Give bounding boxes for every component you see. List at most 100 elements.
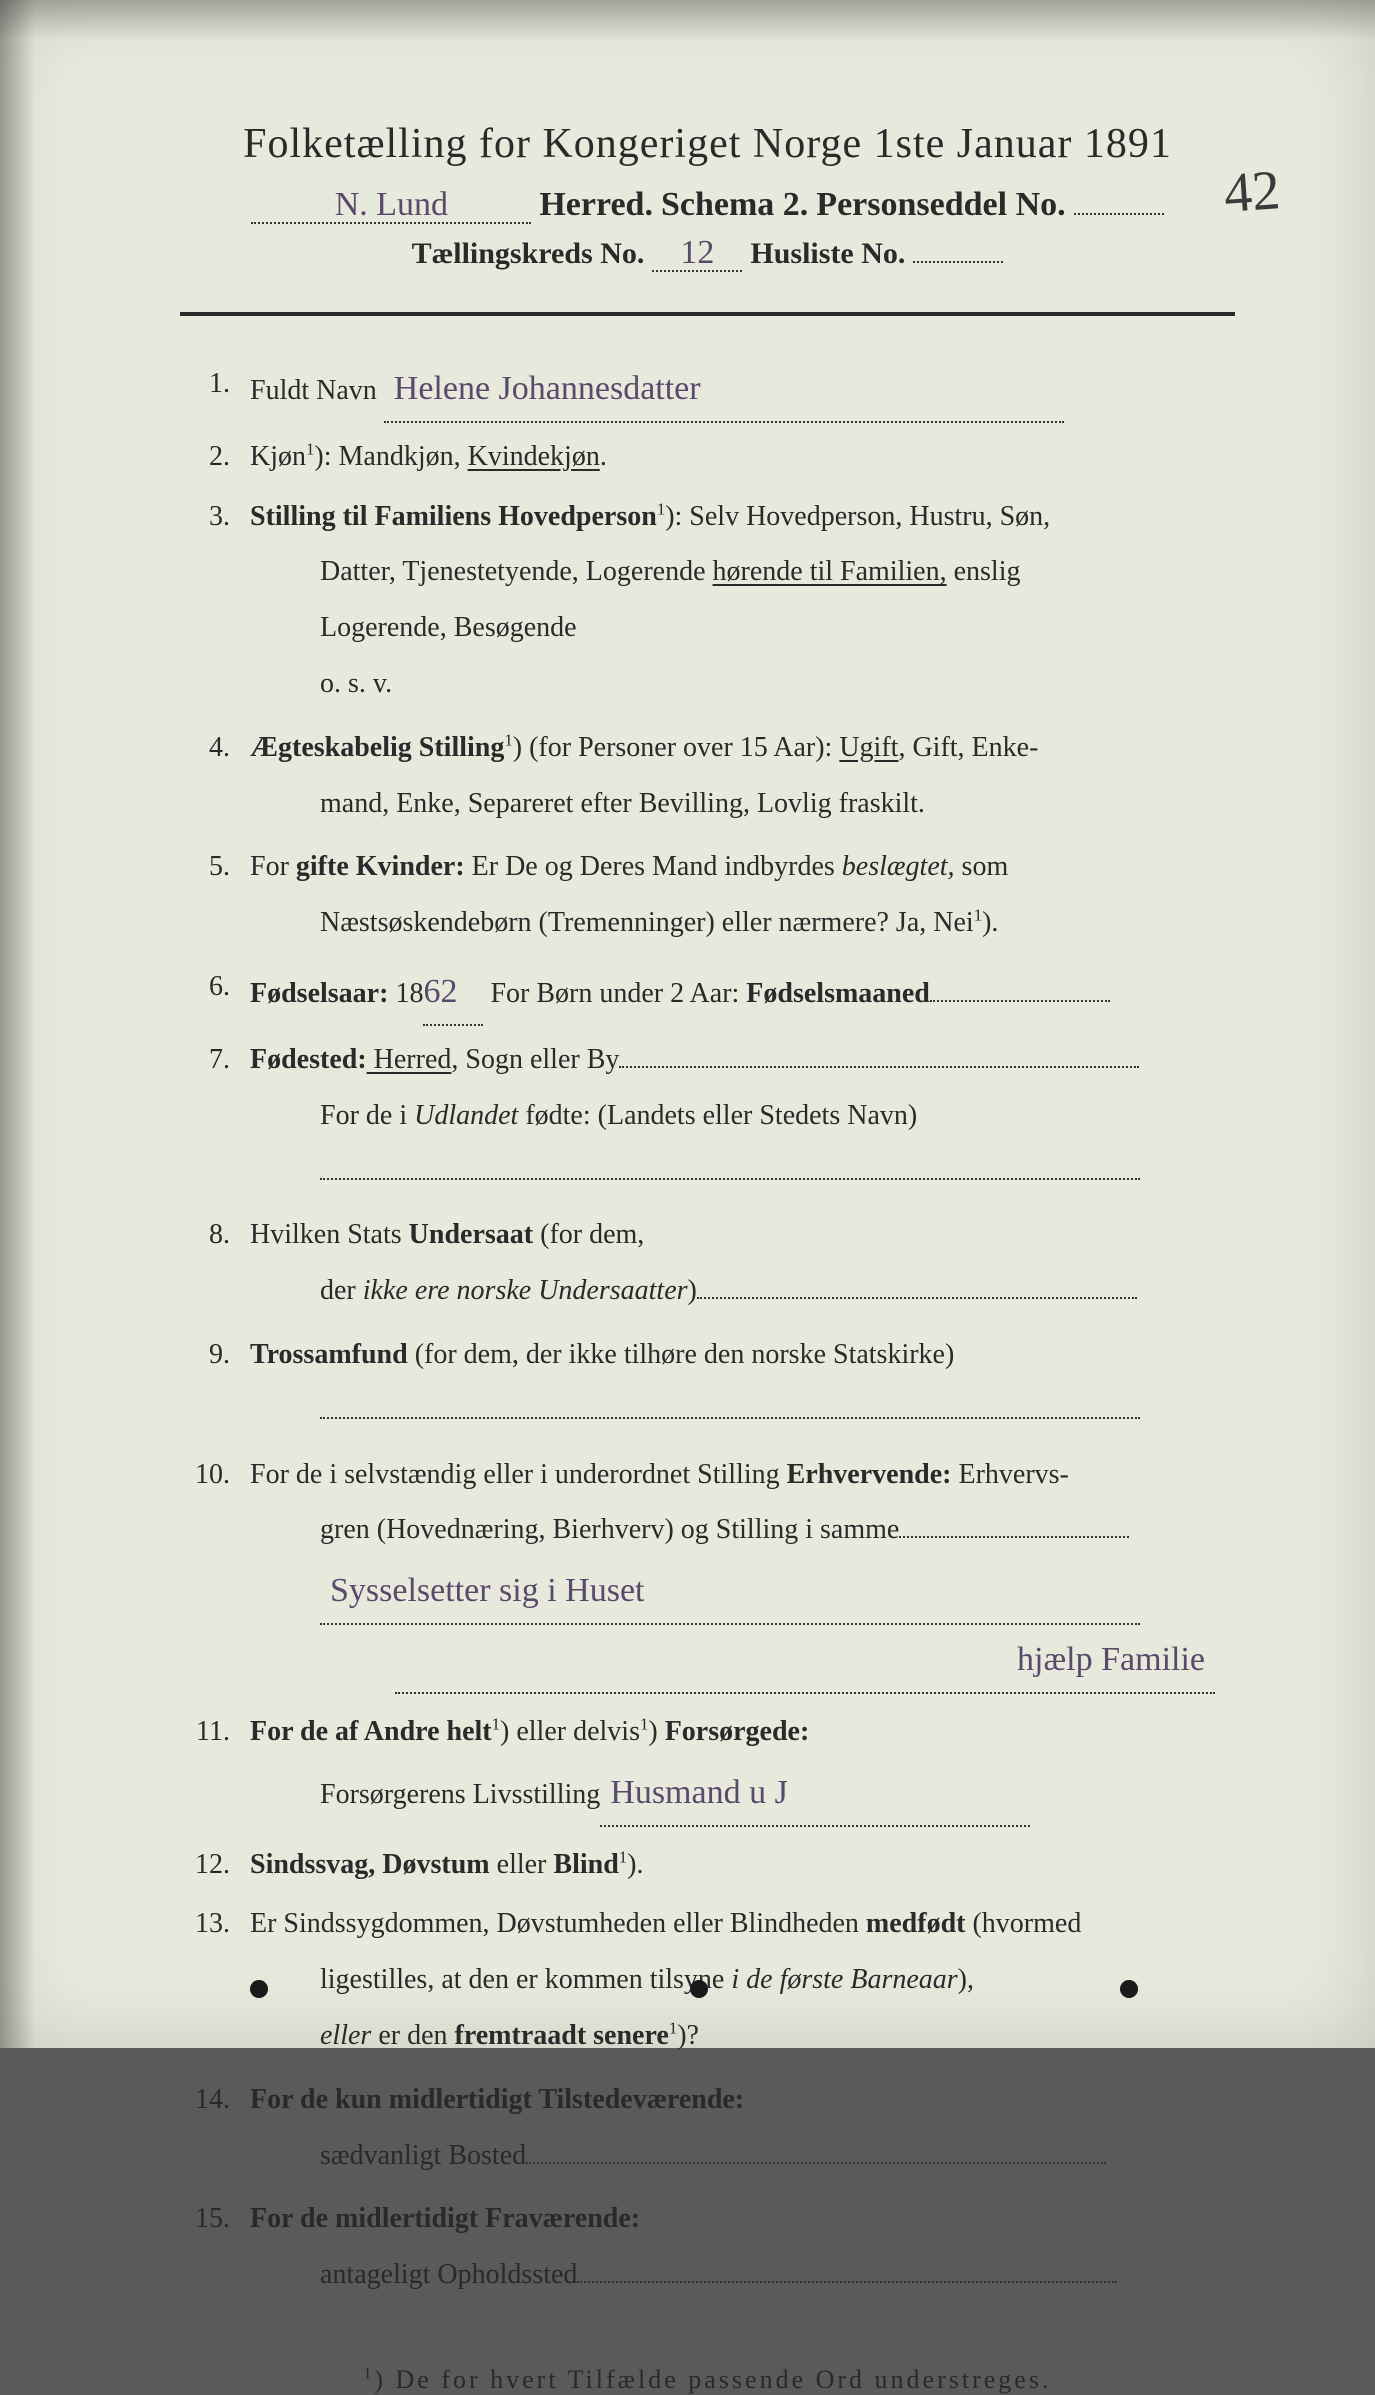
text: (for dem, [533,1219,644,1250]
text: o. s. v. [250,658,1215,710]
dotted-blank [930,1000,1110,1002]
main-title: Folketælling for Kongeriget Norge 1ste J… [180,120,1235,168]
margin-number-handwritten: 42 [1222,158,1282,226]
provider-handwritten: Husmand u J [600,1762,1030,1827]
item-number: 15. [180,2193,250,2305]
herred-label: Herred. [539,186,653,224]
text: ): Selv Hovedperson, Hustru, Søn, [665,501,1050,532]
herred-field: N. Lund [251,188,531,224]
text: Er De og Deres Mand indbyrdes [465,851,842,882]
text: (hvormed [965,1908,1081,1939]
text: (for dem, der ikke tilhøre den norske St… [408,1339,955,1370]
footnote-ref: 1 [504,731,512,750]
punch-hole-icon [690,1980,708,1998]
text: ikke ere norske Undersaatter [363,1275,688,1306]
text: som [955,851,1009,882]
text: ) (for Personer over 15 Aar): [513,732,840,763]
census-form-page: Folketælling for Kongeriget Norge 1ste J… [0,0,1375,2048]
text: ): Mandkjøn, [314,441,467,472]
text: ) [648,1716,664,1747]
text: For de i [320,1100,414,1131]
footnote-marker: 1 [364,2365,375,2382]
field-label: Forsørgede: [665,1716,810,1747]
item-14: 14. For de kun midlertidigt Tilstedevære… [180,2074,1215,2186]
text: i de første Barneaar [731,1964,957,1995]
item-8: 8. Hvilken Stats Undersaat (for dem, der… [180,1209,1215,1321]
item-1: 1. Fuldt Navn Helene Johannesdatter [180,358,1215,423]
dotted-blank [577,2281,1117,2283]
field-label: Fødselsaar: [250,978,388,1009]
item-number: 5. [180,841,250,953]
text: 18 [388,978,423,1009]
field-label: Stilling til Familiens Hovedperson [250,501,657,532]
text: gren (Hovednæring, Bierhverv) og Stillin… [320,1514,899,1545]
personseddel-label: Personseddel No. [816,186,1065,224]
item-6: 6. Fødselsaar: 1862 For Børn under 2 Aar… [180,961,1215,1026]
footnote-text: ) De for hvert Tilfælde passende Ord und… [374,2365,1051,2394]
item-number: 2. [180,431,250,483]
kreds-field: 12 [652,236,742,272]
footnote-ref: 1 [669,2019,677,2038]
field-label: medfødt [866,1908,966,1939]
item-3: 3. Stilling til Familiens Hovedperson1):… [180,491,1215,714]
item-number: 3. [180,491,250,714]
selected-option: hørende til Familien, [713,556,947,587]
field-label: For de af Andre helt [250,1716,492,1747]
text: sædvanligt Bosted [320,2140,526,2171]
item-11: 11. For de af Andre helt1) eller delvis1… [180,1706,1215,1831]
text: Udlandet [414,1100,518,1131]
item-number: 8. [180,1209,250,1321]
text: ). [982,907,998,938]
text: Forsørgerens Livsstilling [320,1779,600,1810]
text: . [600,441,607,472]
text: For Børn under 2 Aar: [483,978,746,1009]
form-header: Folketælling for Kongeriget Norge 1ste J… [180,120,1235,272]
item-2: 2. Kjøn1): Mandkjøn, Kvindekjøn. [180,431,1215,483]
husliste-field [913,261,1003,263]
text: eller [490,1849,554,1880]
dotted-blank [619,1066,1139,1068]
occupation-handwritten-2: hjælp Familie [395,1629,1215,1694]
text: Kjøn [250,441,306,472]
item-15: 15. For de midlertidigt Fraværende: anta… [180,2193,1215,2305]
year-handwritten: 62 [423,961,483,1026]
item-number: 6. [180,961,250,1026]
punch-hole-icon [1120,1980,1138,1998]
text: der [320,1275,363,1306]
field-label: Erhvervende: [787,1459,952,1490]
personseddel-field [1074,213,1164,215]
item-number: 13. [180,1898,250,2065]
text: Hvilken Stats [250,1219,409,1250]
punch-hole-icon [250,1980,268,1998]
item-9: 9. Trossamfund (for dem, der ikke tilhør… [180,1329,1215,1441]
selected-option: Ugift [839,732,898,763]
kreds-label: Tællingskreds No. [412,237,645,271]
field-label: Fødselsmaaned [746,978,930,1009]
item-10: 10. For de i selvstændig eller i underor… [180,1449,1215,1698]
dotted-blank [899,1536,1129,1538]
text: Er Sindssygdommen, Døvstumheden eller Bl… [250,1908,866,1939]
dotted-blank [697,1297,1137,1299]
text: For de i selvstændig eller i underordnet… [250,1459,787,1490]
field-label: Fødested: [250,1044,367,1075]
item-number: 10. [180,1449,250,1698]
text: antageligt Opholdssted [320,2259,577,2290]
text: ). [627,1849,643,1880]
footnote-ref: 1 [974,906,982,925]
item-number: 7. [180,1034,250,1201]
text: , Gift, Enke- [898,732,1038,763]
text: ) eller delvis [500,1716,640,1747]
item-5: 5. For gifte Kvinder: Er De og Deres Man… [180,841,1215,953]
field-label: Blind [553,1849,618,1880]
item-number: 4. [180,722,250,834]
text: eller [320,2020,371,2051]
husliste-label: Husliste No. [750,237,905,271]
text: ) [688,1275,697,1306]
header-line-2: N. Lund Herred. Schema 2. Personseddel N… [180,186,1235,224]
field-label: Ægteskabelig Stilling [250,732,504,763]
text: Logerende, Besøgende [250,602,1215,654]
dotted-blank [320,1417,1140,1419]
selected-option: Kvindekjøn [468,441,600,472]
dotted-blank [526,2162,1106,2164]
field-label: gifte Kvinder: [296,851,465,882]
